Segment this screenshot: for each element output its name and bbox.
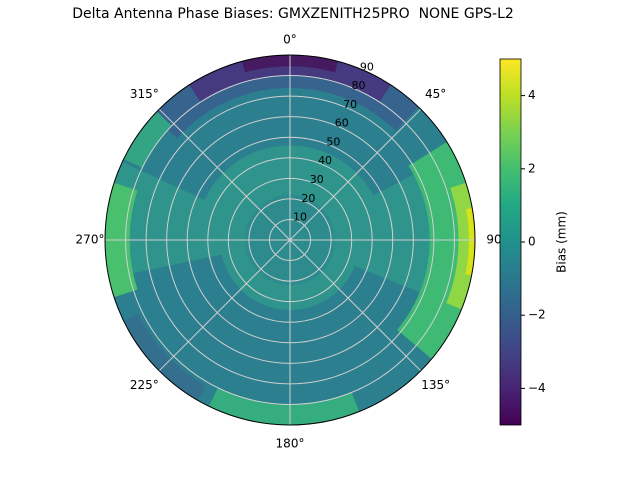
azimuth-tick-label: 225°	[130, 378, 159, 392]
angle-gridline	[289, 108, 422, 241]
radial-tick-label: 90	[360, 60, 374, 73]
radial-tick-label: 20	[301, 192, 315, 205]
chart-title: Delta Antenna Phase Biases: GMXZENITH25P…	[72, 6, 514, 22]
region-right-yellow-sliver	[465, 207, 475, 276]
region-bottom-green-arc	[208, 387, 360, 425]
region-bottom-left-blue	[123, 313, 206, 401]
azimuth-tick-label: 45°	[425, 87, 446, 101]
colorbar-axis-label: Bias (mm)	[555, 211, 569, 273]
angle-gridline	[289, 239, 422, 372]
radial-tick-label: 70	[343, 98, 357, 111]
region-purple-cap	[189, 55, 391, 103]
colorbar-tick-label: 2	[528, 161, 536, 175]
colorbar-ticks: 4 2 0 −2 −4	[521, 88, 546, 395]
azimuth-tick-label: 270°	[76, 233, 105, 247]
radial-tick-label: 60	[335, 117, 349, 130]
plot-boundary	[104, 54, 476, 426]
colorbar-tick-label: 0	[528, 235, 536, 249]
azimuth-tick-label: 180°	[276, 437, 305, 451]
azimuth-tick-label: 0°	[283, 33, 297, 47]
colorbar-tick-label: 4	[528, 88, 536, 102]
radial-tick-label: 80	[352, 79, 366, 92]
azimuth-tick-label: 90	[486, 233, 501, 247]
polar-grid	[105, 55, 475, 425]
radial-tick-label: 50	[326, 135, 340, 148]
colorbar-tick-label: −4	[528, 381, 546, 395]
region-upper-left-green	[123, 111, 172, 168]
colorbar-tick-label: −2	[528, 308, 546, 322]
angle-gridline	[158, 108, 291, 241]
azimuth-tick-label: 135°	[421, 378, 450, 392]
axis-labels: 0° 45° 90 135° 180° 225° 270° 315° 10 20 30 40 50 60 7…	[76, 33, 502, 451]
radial-tick-label: 30	[310, 173, 324, 186]
angle-gridline	[158, 239, 291, 372]
colorbar	[499, 58, 522, 426]
radial-tick-label: 40	[318, 154, 332, 167]
azimuth-tick-label: 315°	[130, 87, 159, 101]
radial-tick-label: 10	[293, 211, 307, 224]
